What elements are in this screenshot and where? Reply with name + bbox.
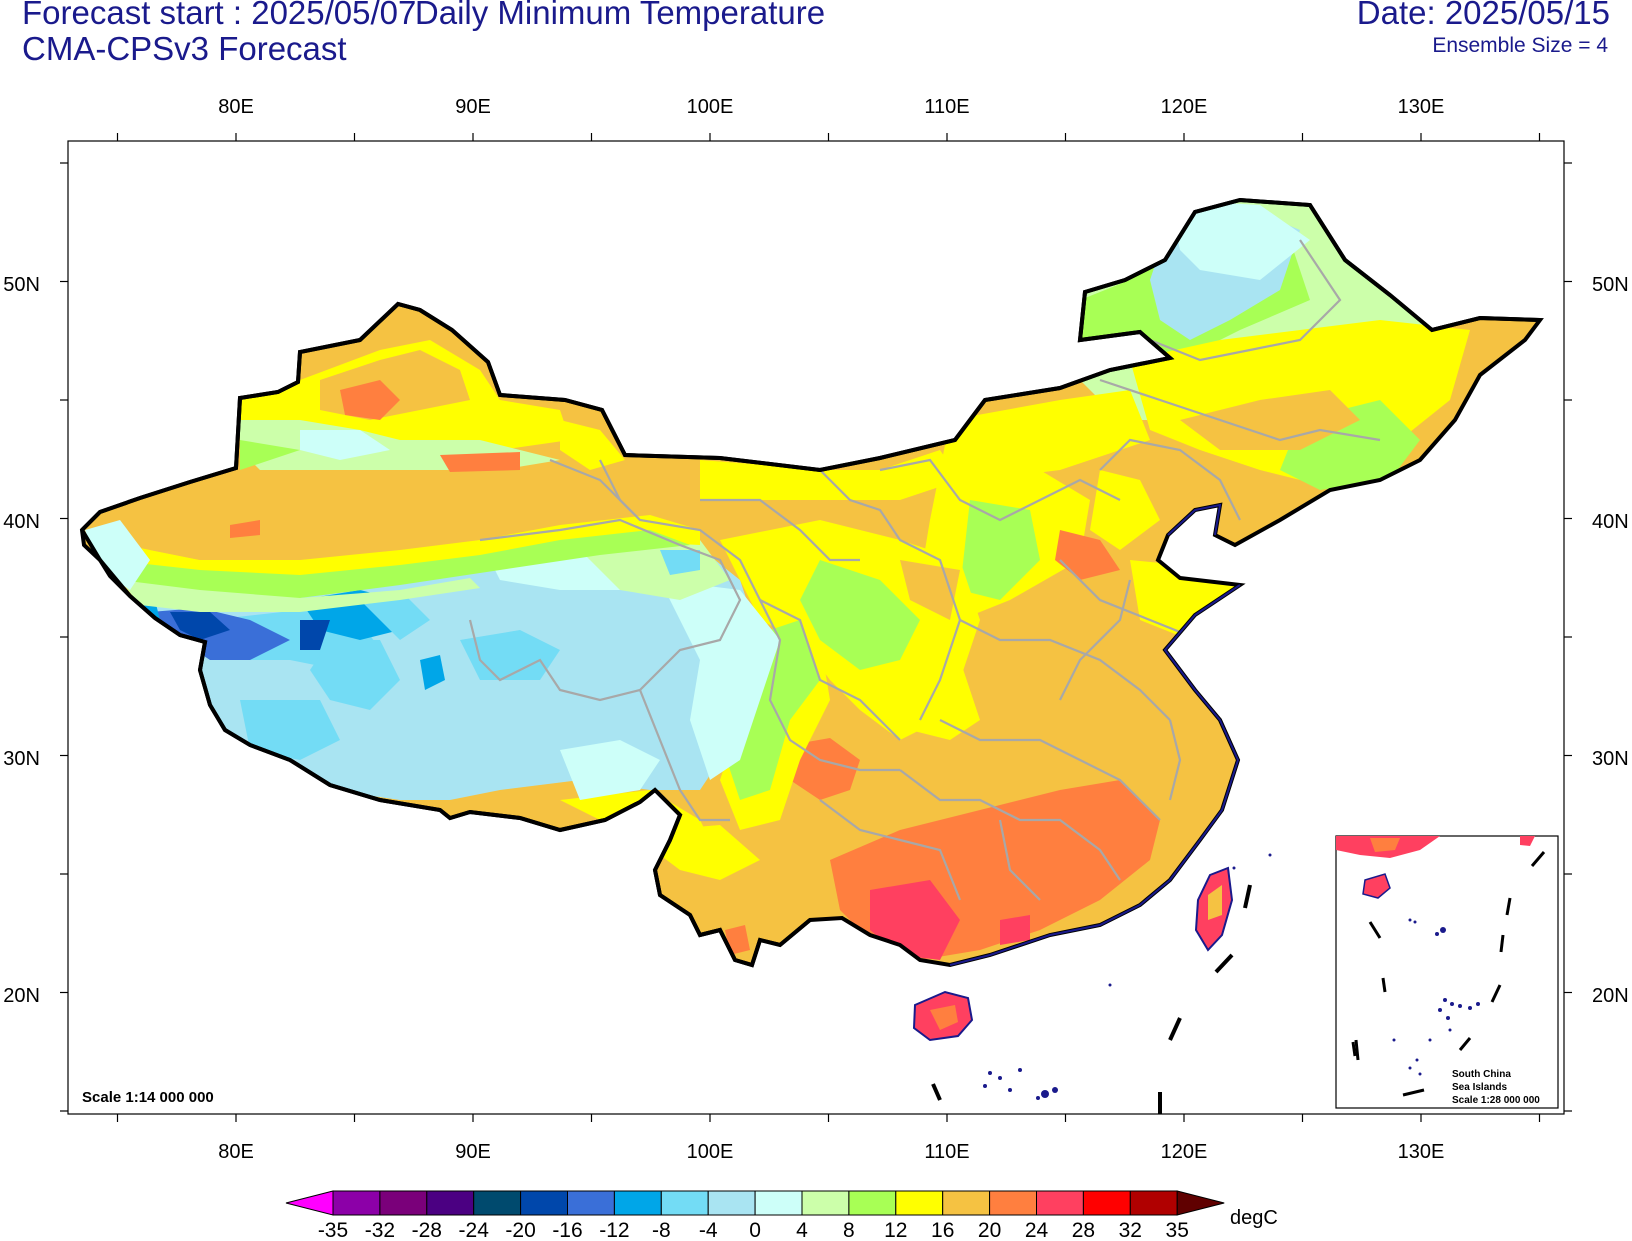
lon-label-90e: 90E	[455, 96, 491, 118]
lon-label-110e: 110E	[924, 96, 969, 118]
colorbar-tick-label: 24	[1025, 1219, 1049, 1241]
colorbar-tick-label: -28	[412, 1219, 442, 1241]
map-scale-label: Scale 1:14 000 000	[82, 1089, 214, 1106]
colorbar-max-triangle	[1176, 1190, 1225, 1216]
colorbar-tick-label: -35	[318, 1219, 348, 1241]
colorbar-swatch	[1036, 1190, 1084, 1216]
lon-label-90e-bottom: 90E	[455, 1141, 491, 1163]
colorbar-tick-label: -8	[652, 1219, 671, 1241]
lat-label-40n: 40N	[3, 511, 40, 533]
colorbar-swatch	[1082, 1190, 1131, 1216]
colorbar-tick-label: 16	[931, 1219, 954, 1241]
longitude-labels-bottom: 80E 90E 100E 110E 120E 130E	[218, 1141, 1444, 1163]
colorbar-unit-label: degC	[1230, 1207, 1278, 1229]
inset-south-china-sea: South China Sea Islands Scale 1:28 000 0…	[1335, 835, 1559, 1109]
lat-label-50n: 50N	[3, 274, 40, 296]
lat-label-50n-right: 50N	[1592, 274, 1629, 296]
province-boundaries	[468, 239, 1381, 901]
colorbar-tick-label: -32	[365, 1219, 395, 1241]
lon-label-130e-bottom: 130E	[1398, 1141, 1445, 1163]
colorbar-swatch	[989, 1190, 1037, 1216]
lon-label-80e-bottom: 80E	[218, 1141, 254, 1163]
colorbar-swatch	[848, 1190, 897, 1216]
south-china-sea-dashes	[931, 884, 1252, 1114]
colorbar-tick-label: 20	[978, 1219, 1001, 1241]
longitude-labels-top: 80E 90E 100E 110E 120E 130E	[218, 96, 1444, 118]
forecast-start-title: Forecast start : 2025/05/07	[22, 0, 417, 31]
colorbar-tick-label: 28	[1072, 1219, 1095, 1241]
colorbar-swatch	[520, 1190, 568, 1216]
lon-label-120e-bottom: 120E	[1161, 1141, 1208, 1163]
colorbar-tick-label: -12	[599, 1219, 629, 1241]
colorbar-swatch	[613, 1190, 662, 1216]
colorbar-tick-label: -20	[505, 1219, 535, 1241]
inset-scale-label: Scale 1:28 000 000	[1452, 1095, 1540, 1106]
colorbar-tick-label: -24	[459, 1219, 490, 1241]
colorbar-swatch	[942, 1190, 991, 1216]
colorbar-tick-label: 35	[1166, 1219, 1189, 1241]
colorbar-min-triangle	[285, 1190, 334, 1216]
colorbar-tick-label: 32	[1119, 1219, 1142, 1241]
lat-label-40n-right: 40N	[1592, 511, 1629, 533]
colorbar-swatch	[426, 1190, 475, 1216]
lon-label-100e-bottom: 100E	[687, 1141, 734, 1163]
colorbar-swatch	[801, 1190, 850, 1216]
colorbar-swatch	[754, 1190, 803, 1216]
lat-label-20n-right: 20N	[1592, 985, 1629, 1007]
date-title: Date: 2025/05/15	[1356, 0, 1610, 31]
colorbar-swatch	[895, 1190, 944, 1216]
lon-label-100e: 100E	[687, 96, 734, 118]
colorbar: -35 -32 -28 -24 -20 -16 -12 -8 -4 0 4 8 12 16 20 24 28 32…	[285, 1190, 1225, 1241]
colorbar-tick-label: -16	[552, 1219, 582, 1241]
axis-ticks	[60, 133, 1572, 1122]
islands	[983, 853, 1272, 1100]
colorbar-swatch	[379, 1190, 428, 1216]
model-title: CMA-CPSv3 Forecast	[22, 30, 347, 67]
colorbar-swatch	[1129, 1190, 1178, 1216]
inset-label-line1: South China	[1452, 1069, 1511, 1080]
lon-label-80e: 80E	[218, 96, 254, 118]
colorbar-swatch	[332, 1190, 381, 1216]
main-title: Daily Minimum Temperature	[414, 0, 826, 31]
lat-label-30n-right: 30N	[1592, 748, 1629, 770]
ensemble-size-label: Ensemble Size = 4	[1432, 34, 1608, 57]
latitude-labels: 50N 40N 30N 20N 50N 40N 30N 20N	[3, 274, 1628, 1007]
colorbar-tick-label: -4	[699, 1219, 718, 1241]
lat-label-30n: 30N	[3, 748, 40, 770]
lon-label-130e: 130E	[1398, 96, 1445, 118]
colorbar-tick-label: 4	[796, 1219, 808, 1241]
lat-label-20n: 20N	[3, 985, 40, 1007]
colorbar-tick-label: 8	[843, 1219, 855, 1241]
colorbar-swatch	[660, 1190, 709, 1216]
colorbar-swatch	[473, 1190, 522, 1216]
inset-label-line2: Sea Islands	[1452, 1082, 1507, 1093]
colorbar-swatch	[567, 1190, 615, 1216]
lon-label-110e-bottom: 110E	[924, 1141, 969, 1163]
colorbar-swatch	[707, 1190, 756, 1216]
colorbar-tick-label: 0	[749, 1219, 761, 1241]
colorbar-tick-label: 12	[884, 1219, 907, 1241]
lon-label-120e: 120E	[1161, 96, 1208, 118]
